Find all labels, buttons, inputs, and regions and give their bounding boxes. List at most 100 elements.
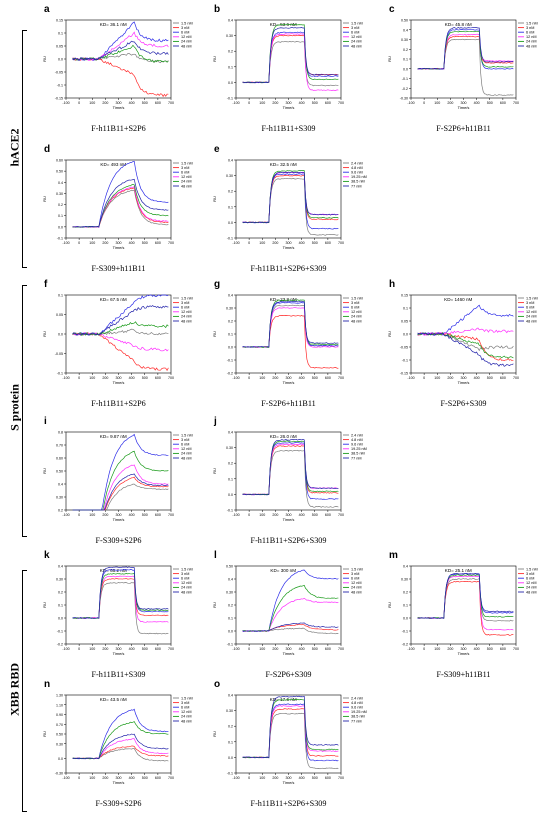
x-tick-label: 0 <box>248 101 250 105</box>
plot-frame <box>410 565 517 645</box>
panel-caption: F-S309+h11B11 <box>91 264 146 273</box>
y-tick-label: 0.05 <box>56 45 63 49</box>
y-tick-label: 0.4 <box>403 28 408 32</box>
kd-label: KD= 493 nM <box>100 162 126 167</box>
series-line-5 <box>72 573 169 619</box>
panel-letter: d <box>44 144 51 155</box>
x-tick-label: 0 <box>78 376 80 380</box>
panel-caption: F-S2P6+h11B11 <box>261 399 316 408</box>
series-line-1 <box>242 712 339 770</box>
y-tick-label: 0.1 <box>403 58 408 62</box>
y-tick-label: 0.30 <box>401 38 408 42</box>
legend-label: 6 nM <box>181 171 189 175</box>
x-tick-label: -100 <box>62 647 69 651</box>
y-axis-label: RU <box>42 731 47 737</box>
x-tick-label: 0 <box>78 513 80 517</box>
legend-label: 1.5 nM <box>181 433 193 437</box>
legend-label: 48 nM <box>526 590 537 594</box>
legend-label: 77 nM <box>351 719 362 723</box>
x-tick-label: 400 <box>299 101 305 105</box>
panel-letter: l <box>214 550 217 561</box>
y-tick-label: 0.30 <box>226 34 233 38</box>
x-tick-label: 100 <box>434 647 440 651</box>
y-tick-label: -0.1 <box>227 772 233 776</box>
y-tick-label: 0.1 <box>228 617 233 621</box>
y-tick-label: 0.4 <box>228 578 233 582</box>
series-line-6 <box>242 695 339 759</box>
x-tick-label: 300 <box>461 101 467 105</box>
x-tick-label: 500 <box>312 101 318 105</box>
series-line-5 <box>242 440 339 496</box>
series-line-6 <box>72 566 169 619</box>
x-axis-label: Time/s <box>283 245 295 250</box>
legend-label: 3 nM <box>181 166 189 170</box>
panel-caption: F-h11B11+S309 <box>261 124 316 133</box>
legend-label: 6 nM <box>351 577 359 581</box>
x-tick-label: 600 <box>325 101 331 105</box>
legend-label: 12 nM <box>181 710 192 714</box>
x-tick-label: 500 <box>142 776 148 780</box>
panel-letter: n <box>44 679 51 690</box>
x-tick-label: 400 <box>129 241 135 245</box>
x-tick-label: 400 <box>299 647 305 651</box>
x-tick-label: 100 <box>259 776 265 780</box>
series-line-4 <box>242 307 339 348</box>
series-line-4 <box>72 332 169 352</box>
series-line-3 <box>72 569 169 619</box>
y-tick-label: 0.1 <box>228 333 233 337</box>
plot-frame <box>410 19 517 99</box>
panel-caption: F-S2P6+S309 <box>440 399 487 408</box>
y-axis-label: RU <box>387 331 392 337</box>
series-line-4 <box>242 705 339 759</box>
y-tick-label: 0.0 <box>58 225 63 229</box>
x-tick-label: 200 <box>272 241 278 245</box>
y-tick-label: -0.1 <box>402 630 408 634</box>
x-tick-label: 300 <box>461 647 467 651</box>
legend-label: 24 nM <box>181 180 192 184</box>
chart-m: -0.2 -0.1 0.0 0.1 0.2 0.30 0.4 -100 0 100 200 300 40… <box>387 565 538 657</box>
legend-label: 1.5 nM <box>181 21 193 25</box>
x-tick-label: 400 <box>129 101 135 105</box>
y-tick-label: -0.1 <box>402 359 408 363</box>
series-line-6 <box>72 305 169 336</box>
legend-label: 38.5 nM <box>351 180 365 184</box>
kd-label: KD= 43.5 nM <box>100 697 127 702</box>
x-tick-label: 700 <box>168 241 174 245</box>
x-tick-label: 0 <box>78 101 80 105</box>
legend-label: 24 nM <box>181 452 192 456</box>
x-axis-label: Time/s <box>113 780 125 785</box>
y-axis-label: RU <box>212 56 217 62</box>
series-line-2 <box>242 708 339 759</box>
series-line-4 <box>72 31 169 61</box>
x-tick-label: 100 <box>434 101 440 105</box>
y-tick-label: 0.1 <box>58 32 63 36</box>
panel-caption: F-h11B11+S2P6+S309 <box>250 799 327 808</box>
kd-label: KD= 9.87 nM <box>100 434 127 439</box>
legend-label: 1.5 nM <box>526 21 538 25</box>
panel-caption: F-h11B11+S2P6 <box>91 124 146 133</box>
chart-h: -0.15 -0.1 -0.05 0.0 0.05 0.1 0.15 -100 0 100 200 3… <box>387 294 538 386</box>
legend-label: 48 nM <box>526 44 537 48</box>
series-line-2 <box>72 476 169 511</box>
y-tick-label: 0.05 <box>401 320 408 324</box>
series-line-3 <box>242 301 339 348</box>
legend-label: 12 nM <box>351 310 362 314</box>
x-tick-label: 600 <box>325 376 331 380</box>
x-tick-label: 400 <box>129 376 135 380</box>
y-tick-label: 0.4 <box>58 181 63 185</box>
y-tick-label: -0.2 <box>57 643 63 647</box>
legend-label: 19.25 nM <box>351 710 367 714</box>
y-tick-label: 0.0 <box>228 221 233 225</box>
y-tick-label: -0.30 <box>400 97 408 101</box>
x-tick-label: 0 <box>248 776 250 780</box>
y-tick-label: 0.0 <box>58 617 63 621</box>
series-line-5 <box>417 30 514 70</box>
x-tick-label: 200 <box>102 647 108 651</box>
x-tick-label: 300 <box>461 376 467 380</box>
y-tick-label: 0.0 <box>58 757 63 761</box>
x-tick-label: 700 <box>338 101 344 105</box>
x-tick-label: 700 <box>513 376 519 380</box>
x-axis-label: Time/s <box>113 245 125 250</box>
chart-d: -0.1 0.0 0.1 0.2 0.30 0.4 0.50 0.60 -100 0 100 200 3… <box>42 159 193 251</box>
series-line-5 <box>242 299 339 348</box>
